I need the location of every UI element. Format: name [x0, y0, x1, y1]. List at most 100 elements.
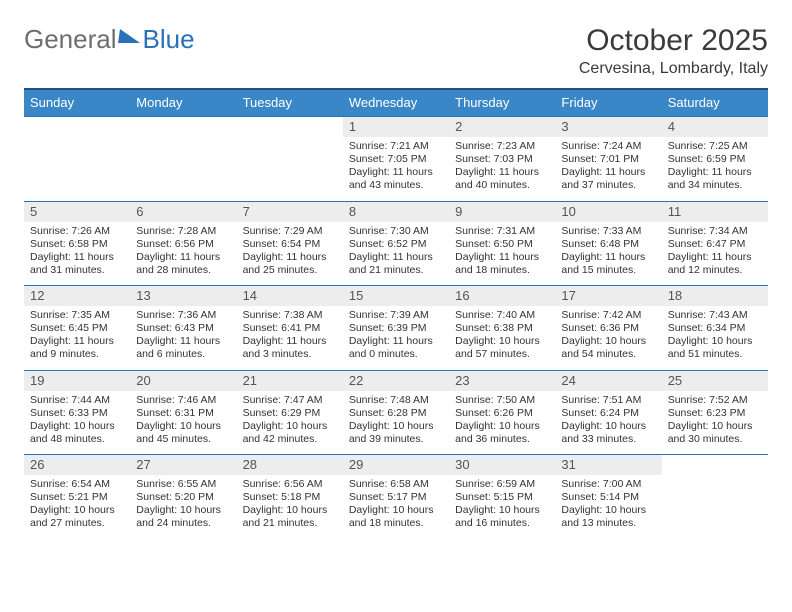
calendar-cell: 23Sunrise: 7:50 AMSunset: 6:26 PMDayligh…: [449, 371, 555, 455]
day-details: Sunrise: 7:23 AMSunset: 7:03 PMDaylight:…: [449, 137, 555, 201]
dayhead-sun: Sunday: [24, 90, 130, 116]
day-details: Sunrise: 6:58 AMSunset: 5:17 PMDaylight:…: [343, 475, 449, 539]
day-number: 26: [24, 455, 130, 475]
day-details: Sunrise: 7:38 AMSunset: 6:41 PMDaylight:…: [237, 306, 343, 370]
day-details: Sunrise: 7:36 AMSunset: 6:43 PMDaylight:…: [130, 306, 236, 370]
day-number: 8: [343, 202, 449, 222]
day-details: Sunrise: 7:28 AMSunset: 6:56 PMDaylight:…: [130, 222, 236, 286]
day-number: 6: [130, 202, 236, 222]
dayhead-thu: Thursday: [449, 90, 555, 116]
calendar-cell: 0: [130, 117, 236, 201]
day-details: Sunrise: 7:34 AMSunset: 6:47 PMDaylight:…: [662, 222, 768, 286]
day-details: Sunrise: 7:51 AMSunset: 6:24 PMDaylight:…: [555, 391, 661, 455]
day-number: 10: [555, 202, 661, 222]
calendar-cell: 13Sunrise: 7:36 AMSunset: 6:43 PMDayligh…: [130, 286, 236, 370]
calendar-cell: 27Sunrise: 6:55 AMSunset: 5:20 PMDayligh…: [130, 455, 236, 539]
day-details: Sunrise: 7:31 AMSunset: 6:50 PMDaylight:…: [449, 222, 555, 286]
calendar-cell: 4Sunrise: 7:25 AMSunset: 6:59 PMDaylight…: [662, 117, 768, 201]
month-title: October 2025: [579, 24, 768, 58]
day-number: 20: [130, 371, 236, 391]
day-number: 25: [662, 371, 768, 391]
day-details: Sunrise: 7:43 AMSunset: 6:34 PMDaylight:…: [662, 306, 768, 370]
day-number: 2: [449, 117, 555, 137]
day-details: Sunrise: 7:52 AMSunset: 6:23 PMDaylight:…: [662, 391, 768, 455]
location: Cervesina, Lombardy, Italy: [579, 60, 768, 78]
title-block: October 2025 Cervesina, Lombardy, Italy: [579, 24, 768, 78]
dayhead-tue: Tuesday: [237, 90, 343, 116]
calendar-cell: 0: [237, 117, 343, 201]
day-number: 15: [343, 286, 449, 306]
calendar-cell: 15Sunrise: 7:39 AMSunset: 6:39 PMDayligh…: [343, 286, 449, 370]
day-details: Sunrise: 7:50 AMSunset: 6:26 PMDaylight:…: [449, 391, 555, 455]
calendar-cell: 24Sunrise: 7:51 AMSunset: 6:24 PMDayligh…: [555, 371, 661, 455]
calendar-body: 0 0 0 1Sunrise: 7:21 AMSunset: 7:05 PMDa…: [24, 116, 768, 539]
day-number: 12: [24, 286, 130, 306]
day-details: Sunrise: 7:46 AMSunset: 6:31 PMDaylight:…: [130, 391, 236, 455]
day-details: Sunrise: 7:29 AMSunset: 6:54 PMDaylight:…: [237, 222, 343, 286]
calendar-cell: 29Sunrise: 6:58 AMSunset: 5:17 PMDayligh…: [343, 455, 449, 539]
calendar-cell: 9Sunrise: 7:31 AMSunset: 6:50 PMDaylight…: [449, 202, 555, 286]
day-number: 13: [130, 286, 236, 306]
day-number: 23: [449, 371, 555, 391]
logo-word-blue: Blue: [143, 24, 195, 55]
calendar-cell: 18Sunrise: 7:43 AMSunset: 6:34 PMDayligh…: [662, 286, 768, 370]
calendar-week: 19Sunrise: 7:44 AMSunset: 6:33 PMDayligh…: [24, 370, 768, 455]
day-number: 30: [449, 455, 555, 475]
day-number: 28: [237, 455, 343, 475]
day-details: Sunrise: 7:48 AMSunset: 6:28 PMDaylight:…: [343, 391, 449, 455]
calendar-cell: 2Sunrise: 7:23 AMSunset: 7:03 PMDaylight…: [449, 117, 555, 201]
day-details: Sunrise: 7:25 AMSunset: 6:59 PMDaylight:…: [662, 137, 768, 201]
calendar-cell: 21Sunrise: 7:47 AMSunset: 6:29 PMDayligh…: [237, 371, 343, 455]
day-number: 4: [662, 117, 768, 137]
calendar-cell: 1Sunrise: 7:21 AMSunset: 7:05 PMDaylight…: [343, 117, 449, 201]
calendar-cell: 14Sunrise: 7:38 AMSunset: 6:41 PMDayligh…: [237, 286, 343, 370]
day-number: 9: [449, 202, 555, 222]
calendar-cell: 0: [662, 455, 768, 539]
day-number: 14: [237, 286, 343, 306]
day-number: 19: [24, 371, 130, 391]
day-number: 27: [130, 455, 236, 475]
day-details: Sunrise: 7:39 AMSunset: 6:39 PMDaylight:…: [343, 306, 449, 370]
day-number: 16: [449, 286, 555, 306]
calendar-cell: 7Sunrise: 7:29 AMSunset: 6:54 PMDaylight…: [237, 202, 343, 286]
calendar-cell: 5Sunrise: 7:26 AMSunset: 6:58 PMDaylight…: [24, 202, 130, 286]
day-number: 24: [555, 371, 661, 391]
day-details: Sunrise: 7:00 AMSunset: 5:14 PMDaylight:…: [555, 475, 661, 539]
day-details: Sunrise: 7:21 AMSunset: 7:05 PMDaylight:…: [343, 137, 449, 201]
calendar-cell: 10Sunrise: 7:33 AMSunset: 6:48 PMDayligh…: [555, 202, 661, 286]
logo: General Blue: [24, 24, 195, 55]
day-details: Sunrise: 7:33 AMSunset: 6:48 PMDaylight:…: [555, 222, 661, 286]
day-number: 18: [662, 286, 768, 306]
calendar-cell: 31Sunrise: 7:00 AMSunset: 5:14 PMDayligh…: [555, 455, 661, 539]
day-details: Sunrise: 7:47 AMSunset: 6:29 PMDaylight:…: [237, 391, 343, 455]
calendar-week: 5Sunrise: 7:26 AMSunset: 6:58 PMDaylight…: [24, 201, 768, 286]
day-number: 3: [555, 117, 661, 137]
calendar-cell: 12Sunrise: 7:35 AMSunset: 6:45 PMDayligh…: [24, 286, 130, 370]
day-number: 29: [343, 455, 449, 475]
calendar-day-header: Sunday Monday Tuesday Wednesday Thursday…: [24, 90, 768, 116]
day-number: 1: [343, 117, 449, 137]
calendar-week: 12Sunrise: 7:35 AMSunset: 6:45 PMDayligh…: [24, 285, 768, 370]
logo-word-general: General: [24, 24, 117, 55]
calendar-cell: 11Sunrise: 7:34 AMSunset: 6:47 PMDayligh…: [662, 202, 768, 286]
calendar-cell: 0: [24, 117, 130, 201]
calendar-week: 26Sunrise: 6:54 AMSunset: 5:21 PMDayligh…: [24, 454, 768, 539]
calendar-cell: 17Sunrise: 7:42 AMSunset: 6:36 PMDayligh…: [555, 286, 661, 370]
calendar-cell: 25Sunrise: 7:52 AMSunset: 6:23 PMDayligh…: [662, 371, 768, 455]
day-number: 5: [24, 202, 130, 222]
calendar-cell: 16Sunrise: 7:40 AMSunset: 6:38 PMDayligh…: [449, 286, 555, 370]
day-details: Sunrise: 7:26 AMSunset: 6:58 PMDaylight:…: [24, 222, 130, 286]
day-number: 31: [555, 455, 661, 475]
day-number: 17: [555, 286, 661, 306]
dayhead-mon: Monday: [130, 90, 236, 116]
calendar-cell: 8Sunrise: 7:30 AMSunset: 6:52 PMDaylight…: [343, 202, 449, 286]
header: General Blue October 2025 Cervesina, Lom…: [24, 24, 768, 78]
calendar-cell: 6Sunrise: 7:28 AMSunset: 6:56 PMDaylight…: [130, 202, 236, 286]
calendar-cell: 30Sunrise: 6:59 AMSunset: 5:15 PMDayligh…: [449, 455, 555, 539]
calendar-cell: 26Sunrise: 6:54 AMSunset: 5:21 PMDayligh…: [24, 455, 130, 539]
day-details: Sunrise: 7:30 AMSunset: 6:52 PMDaylight:…: [343, 222, 449, 286]
day-details: Sunrise: 7:42 AMSunset: 6:36 PMDaylight:…: [555, 306, 661, 370]
logo-sail-icon: [118, 29, 142, 43]
calendar-cell: 19Sunrise: 7:44 AMSunset: 6:33 PMDayligh…: [24, 371, 130, 455]
day-details: Sunrise: 7:40 AMSunset: 6:38 PMDaylight:…: [449, 306, 555, 370]
